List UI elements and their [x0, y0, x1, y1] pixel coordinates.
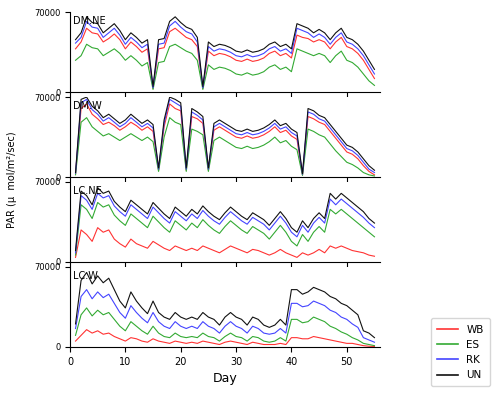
Legend: WB, ES, RK, UN: WB, ES, RK, UN	[431, 318, 490, 386]
Text: DM.NE: DM.NE	[73, 16, 106, 26]
Text: DM.W: DM.W	[73, 101, 102, 111]
Text: PAR (μ  mol/m²/sec): PAR (μ mol/m²/sec)	[8, 131, 18, 228]
Text: LC.NE: LC.NE	[73, 186, 102, 196]
X-axis label: Day: Day	[212, 372, 238, 385]
Text: LC.W: LC.W	[73, 271, 98, 281]
